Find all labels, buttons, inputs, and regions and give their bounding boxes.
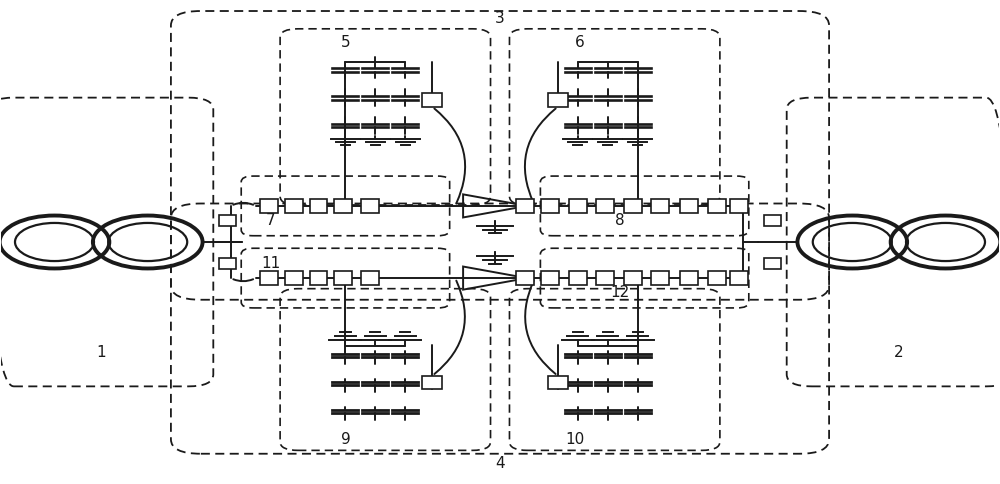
FancyArrowPatch shape: [525, 281, 556, 374]
Bar: [516, 272, 534, 285]
Text: 5: 5: [341, 35, 350, 50]
Bar: [285, 272, 303, 285]
Bar: [541, 272, 559, 285]
Bar: [541, 199, 559, 212]
Bar: [361, 199, 379, 212]
Bar: [680, 272, 698, 285]
Bar: [624, 199, 642, 212]
Bar: [764, 215, 781, 226]
Bar: [334, 199, 352, 212]
Bar: [730, 199, 748, 212]
Text: 11: 11: [261, 256, 280, 271]
Bar: [310, 272, 327, 285]
Bar: [219, 258, 236, 269]
Text: 4: 4: [495, 456, 505, 471]
FancyArrowPatch shape: [434, 108, 465, 203]
Text: 1: 1: [96, 345, 106, 360]
Bar: [764, 258, 781, 269]
Text: 12: 12: [610, 285, 629, 300]
Text: 3: 3: [495, 11, 505, 26]
Bar: [651, 272, 669, 285]
Bar: [651, 199, 669, 212]
Bar: [569, 272, 587, 285]
Bar: [548, 93, 568, 107]
FancyArrowPatch shape: [434, 281, 465, 374]
Text: 6: 6: [575, 35, 585, 50]
Bar: [422, 376, 442, 389]
Bar: [310, 199, 327, 212]
Bar: [361, 272, 379, 285]
Text: 7: 7: [266, 213, 275, 228]
Bar: [260, 199, 278, 212]
Bar: [730, 272, 748, 285]
FancyArrowPatch shape: [525, 108, 556, 203]
Text: 9: 9: [341, 432, 350, 447]
Bar: [422, 93, 442, 107]
Bar: [516, 199, 534, 212]
Bar: [596, 199, 614, 212]
Bar: [680, 199, 698, 212]
Bar: [569, 199, 587, 212]
Bar: [219, 215, 236, 226]
Bar: [708, 272, 726, 285]
Bar: [260, 272, 278, 285]
FancyArrowPatch shape: [233, 203, 253, 205]
Bar: [596, 272, 614, 285]
Text: 8: 8: [615, 213, 624, 228]
FancyArrowPatch shape: [233, 279, 253, 281]
Bar: [334, 272, 352, 285]
Text: 10: 10: [565, 432, 584, 447]
Bar: [548, 376, 568, 389]
Bar: [285, 199, 303, 212]
Bar: [624, 272, 642, 285]
Bar: [708, 199, 726, 212]
Text: 2: 2: [894, 345, 904, 360]
